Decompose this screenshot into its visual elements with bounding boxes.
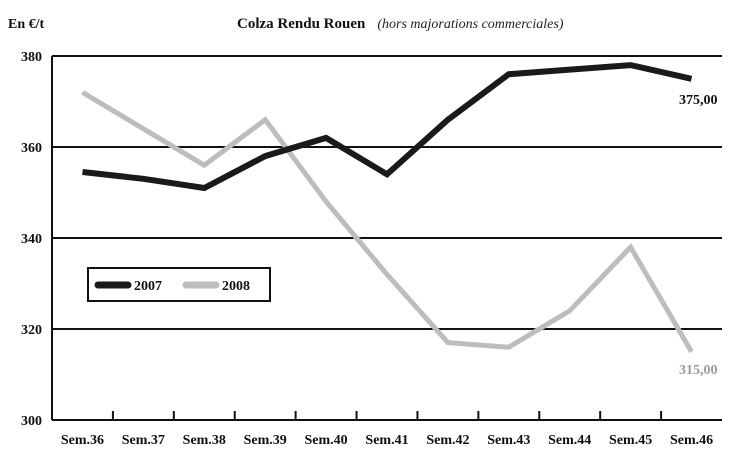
x-tick-label: Sem.46 <box>670 433 713 448</box>
y-tick-label: 300 <box>21 414 42 429</box>
y-tick-label: 380 <box>21 50 42 65</box>
chart-title: Colza Rendu Rouen (hors majorations comm… <box>237 15 564 32</box>
end-label-2007: 375,00 <box>679 93 718 108</box>
x-tick-label: Sem.37 <box>122 433 165 448</box>
x-tick-label: Sem.42 <box>426 433 469 448</box>
series-line-2007 <box>82 62 693 192</box>
grid-lines <box>52 55 722 330</box>
end-label-2008: 315,00 <box>679 363 718 378</box>
x-tick-label: Sem.43 <box>487 433 530 448</box>
y-tick-label: 320 <box>21 323 42 338</box>
y-tick-label: 340 <box>21 232 42 247</box>
chart-subtitle: (hors majorations commerciales) <box>377 17 563 32</box>
legend-label-2008: 2008 <box>222 279 250 294</box>
x-tick-label: Sem.40 <box>305 433 348 448</box>
legend-label-2007: 2007 <box>134 279 162 294</box>
series-lines <box>81 62 694 354</box>
y-tick-labels: 300 320 340 360 380 <box>21 50 42 429</box>
unit-label: En €/t <box>8 17 45 32</box>
axes <box>51 56 722 421</box>
legend: 2007 2008 <box>87 267 271 302</box>
x-tick-label: Sem.45 <box>609 433 652 448</box>
x-tick-label: Sem.36 <box>61 433 104 448</box>
series-line-2008 <box>81 90 694 354</box>
x-tick-label: Sem.44 <box>548 433 591 448</box>
y-tick-label: 360 <box>21 141 42 156</box>
x-tick-labels: Sem.36 Sem.37 Sem.38 Sem.39 Sem.40 Sem.41 Sem.… <box>61 433 713 448</box>
x-tick-label: Sem.38 <box>183 433 226 448</box>
chart-title-main: Colza Rendu Rouen <box>237 16 366 32</box>
x-tick-label: Sem.41 <box>365 433 408 448</box>
x-tick-label: Sem.39 <box>244 433 287 448</box>
